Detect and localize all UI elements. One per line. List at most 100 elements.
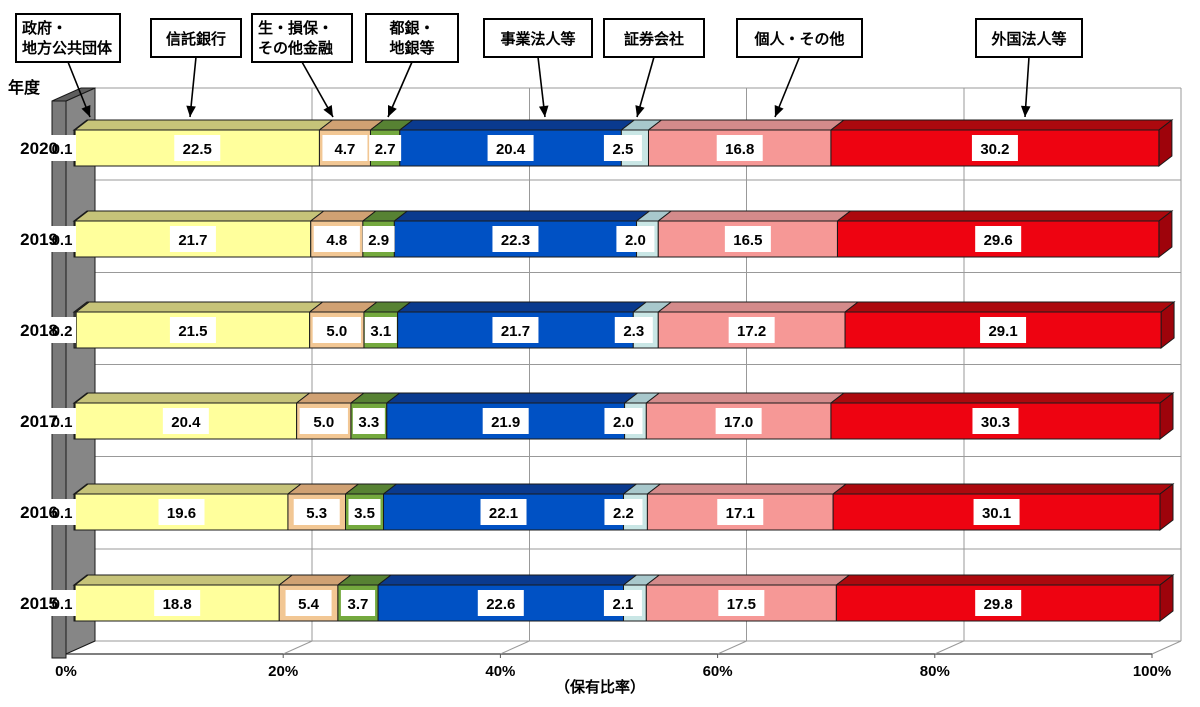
value-label-box [48, 226, 76, 252]
legend-box [736, 18, 863, 58]
value-label-box [48, 408, 76, 434]
value-label: 19.6 [167, 505, 196, 522]
legend-callout-individuals-other: 個人・その他 [736, 18, 863, 118]
value-label: 20.4 [171, 414, 201, 431]
value-label: 22.6 [486, 596, 515, 613]
value-label: 3.7 [348, 596, 369, 613]
value-label-box [487, 135, 534, 161]
callout-arrowhead [538, 105, 549, 117]
value-label-box [322, 135, 368, 161]
x-tick-label: 80% [920, 663, 950, 680]
value-label: 2.5 [612, 141, 633, 158]
wall-side-face [65, 87, 96, 655]
value-label: 21.7 [178, 232, 207, 249]
legend-box [150, 18, 242, 58]
value-label: 21.9 [491, 414, 520, 431]
legend-label: 事業法人等 [500, 30, 575, 48]
bar-row-2020: 0.1 22.5 4.7 2.7 20.4 2.5 16.8 30.2 2020 [20, 118, 1174, 168]
value-label-box [169, 317, 216, 343]
segment-top-business-corps [396, 301, 648, 313]
legend-label: 外国法人等 [990, 30, 1066, 48]
segment-top-business-corps [385, 392, 640, 404]
value-label-box [299, 408, 348, 434]
value-label-box [604, 499, 643, 525]
legend-box [251, 13, 353, 63]
segment-top-trust-banks [73, 210, 326, 222]
value-label: 2.1 [612, 596, 633, 613]
value-label: 2.0 [625, 232, 646, 249]
y-axis-title: 年度 [8, 78, 41, 97]
segment-top-trust-banks [73, 392, 312, 404]
value-label-box [48, 135, 76, 161]
value-label: 22.1 [489, 505, 518, 522]
y-category-label: 2018 [20, 321, 58, 340]
value-label-box [492, 226, 539, 252]
value-label: 3.3 [358, 414, 379, 431]
value-label: 0.1 [52, 141, 73, 158]
value-label: 16.5 [733, 232, 762, 249]
value-label-box [975, 226, 1022, 252]
value-label-box [972, 408, 1019, 434]
value-label-box [174, 135, 221, 161]
value-label-box [718, 590, 765, 616]
x-axis-floor: 0% 20% 40% 60% 80% 100% （保有比率） [55, 640, 1182, 696]
legend-label-line2: 地方公共団体 [22, 39, 113, 57]
value-label: 17.5 [727, 596, 756, 613]
value-label-box [480, 499, 527, 525]
value-label-box [162, 408, 209, 434]
segment-top-individuals-other [656, 210, 852, 222]
legend-box [15, 13, 121, 63]
value-label-box [971, 135, 1018, 161]
value-label-box [362, 226, 395, 252]
legend-callout-trust-banks: 信託銀行 [150, 18, 242, 118]
segment-top-individuals-other [656, 301, 860, 313]
value-label: 5.4 [298, 596, 320, 613]
callout-arrowhead [774, 105, 784, 117]
value-label-box [312, 317, 361, 343]
value-label: 4.7 [335, 141, 356, 158]
bar-row-2019: 0.1 21.7 4.8 2.9 22.3 2.0 16.5 29.6 2019 [20, 209, 1174, 259]
segment-top-business-corps [382, 483, 638, 495]
value-label: 30.1 [982, 505, 1011, 522]
value-label: 2.2 [613, 505, 634, 522]
value-label: 0.1 [52, 232, 73, 249]
segment-top-individuals-other [645, 483, 848, 495]
x-tick-label: 0% [55, 663, 77, 680]
value-label: 29.8 [984, 596, 1013, 613]
segment-top-business-corps [398, 119, 636, 131]
callout-arrowhead [1020, 105, 1031, 117]
value-label-box [716, 135, 763, 161]
legend-box [483, 18, 593, 58]
x-tick-label: 20% [268, 663, 298, 680]
value-label-box [48, 317, 76, 343]
x-axis-unit-label: （保有比率） [555, 678, 645, 696]
callout-arrowhead [323, 105, 333, 117]
wall-front-face [51, 100, 67, 659]
value-label: 2.3 [623, 323, 644, 340]
segment-top-foreign [835, 210, 1174, 222]
value-label: 0.1 [52, 596, 73, 613]
value-label: 3.5 [354, 505, 375, 522]
segment-top-trust-banks [73, 483, 303, 495]
value-label-box [492, 317, 539, 343]
legend-callout-foreign: 外国法人等 [975, 18, 1083, 118]
wall-top-face [51, 87, 96, 102]
value-label: 21.5 [178, 323, 207, 340]
value-label: 17.1 [726, 505, 755, 522]
value-label: 4.8 [326, 232, 347, 249]
value-label: 2.7 [375, 141, 396, 158]
value-label: 17.0 [724, 414, 753, 431]
value-label: 0.1 [52, 414, 73, 431]
value-label-box [158, 499, 205, 525]
segment-top-trust-banks [73, 119, 334, 131]
value-label: 21.7 [501, 323, 530, 340]
value-label-box [364, 317, 397, 343]
legend-label-line1: 政府・ [22, 19, 67, 37]
legend-label: 個人・その他 [753, 30, 844, 48]
value-label-box [724, 226, 771, 252]
segment-top-foreign [834, 574, 1175, 586]
value-label-box [975, 590, 1022, 616]
x-tick-label: 40% [485, 663, 515, 680]
y-category-label: 2019 [20, 230, 58, 249]
